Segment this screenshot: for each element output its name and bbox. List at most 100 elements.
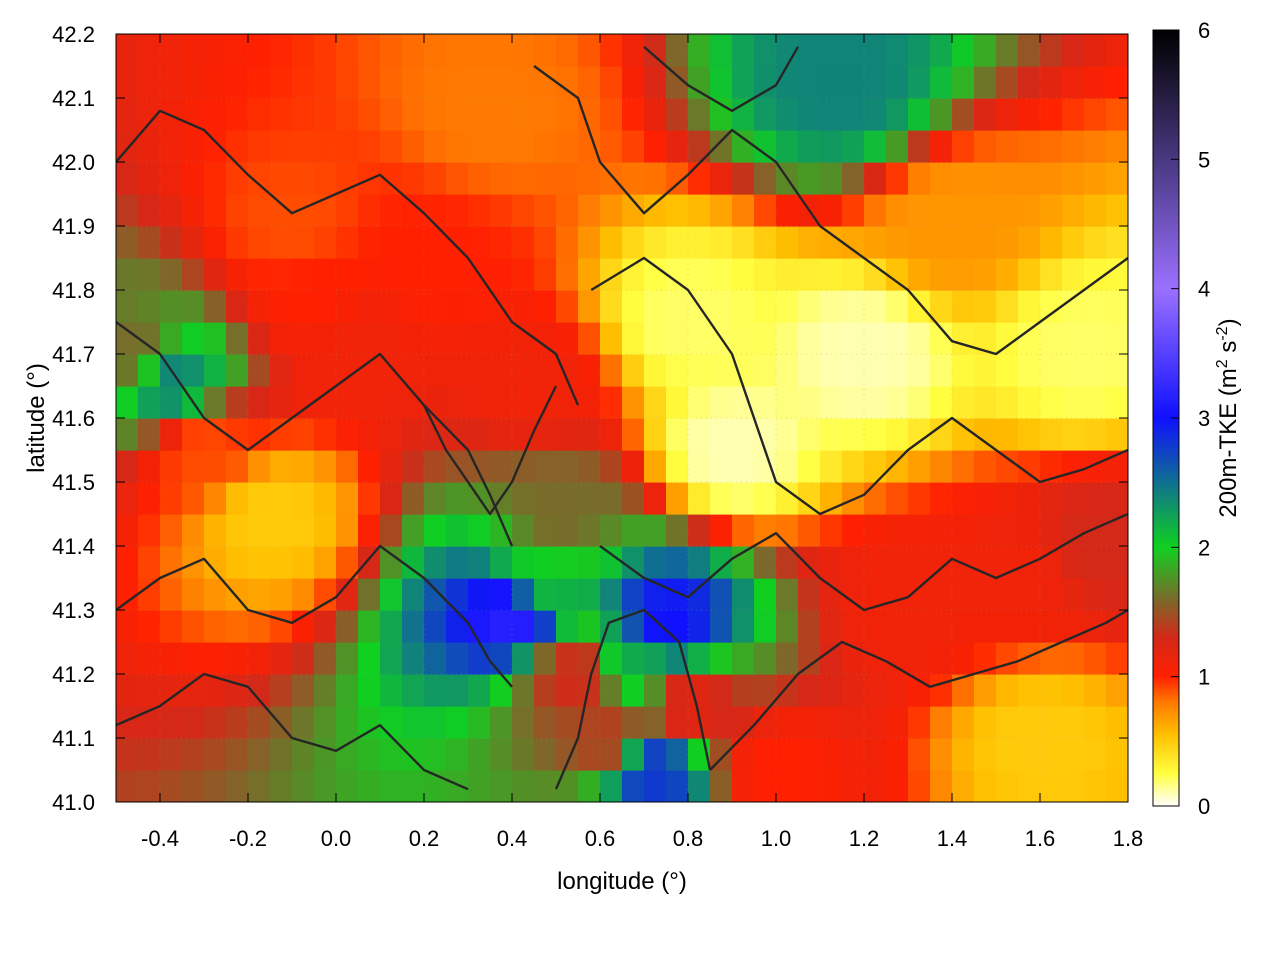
heatmap-cell [1018,258,1041,291]
heatmap-cell [314,546,337,579]
heatmap-cell [622,674,645,707]
colorbar-title: 200m-TKE (m2 s-2) [1214,318,1242,517]
heatmap-cell [666,98,689,131]
heatmap-cell [138,546,161,579]
heatmap-cell [204,226,227,259]
heatmap-cell [534,610,557,643]
heatmap-cell [512,194,535,227]
heatmap-cell [622,738,645,771]
heatmap-cell [644,66,667,99]
heatmap-cell [358,194,381,227]
heatmap-cell [424,642,447,675]
heatmap-cell [974,162,997,195]
heatmap-cell [336,418,359,451]
heatmap-cell [204,322,227,355]
heatmap-cell [710,354,733,387]
heatmap-cell [248,354,271,387]
heatmap-cell [666,450,689,483]
heatmap-cell [600,226,623,259]
heatmap-cell [556,130,579,163]
heatmap-cell [864,674,887,707]
heatmap-cell [798,738,821,771]
heatmap-cell [578,770,601,802]
heatmap-cell [468,418,491,451]
heatmap-cell [424,482,447,515]
heatmap-cell [666,674,689,707]
heatmap-cell [402,290,425,323]
heatmap-cell [688,418,711,451]
heatmap-cell [248,482,271,515]
heatmap-cell [468,546,491,579]
heatmap-cell [138,34,161,67]
heatmap-cell [644,482,667,515]
heatmap-cell [600,386,623,419]
heatmap-cell [424,578,447,611]
heatmap-cell [424,66,447,99]
heatmap-cell [732,706,755,739]
heatmap-cell [644,322,667,355]
heatmap-cell [160,578,183,611]
heatmap-cell [270,322,293,355]
heatmap-cell [886,226,909,259]
heatmap-cell [424,162,447,195]
heatmap-cell [292,194,315,227]
heatmap-cell [182,738,205,771]
heatmap-cell [578,514,601,547]
heatmap-cell [512,290,535,323]
heatmap-cell [754,66,777,99]
heatmap-cell [534,98,557,131]
heatmap-cell [292,354,315,387]
heatmap-cell [160,130,183,163]
heatmap-cell [424,98,447,131]
heatmap-cell [1018,418,1041,451]
heatmap-cell [974,770,997,802]
heatmap-cell [908,674,931,707]
heatmap-cell [842,194,865,227]
heatmap-cell [1018,194,1041,227]
heatmap-cell [798,450,821,483]
heatmap-cell [336,34,359,67]
heatmap-cell [226,418,249,451]
x-tick-label: 1.4 [937,826,968,851]
heatmap-cell [248,642,271,675]
heatmap-cell [314,514,337,547]
heatmap-cell [248,98,271,131]
heatmap-cell [842,290,865,323]
heatmap-cell [1106,98,1128,131]
heatmap-cell [468,738,491,771]
heatmap-cell [644,418,667,451]
heatmap-cell [776,290,799,323]
heatmap-cell [512,674,535,707]
heatmap-cell [1018,226,1041,259]
heatmap-cell [1062,450,1085,483]
heatmap-cell [556,34,579,67]
heatmap-cell [1040,290,1063,323]
heatmap-cell [402,482,425,515]
heatmap-cell [358,514,381,547]
heatmap-cell [710,770,733,802]
heatmap-cell [468,130,491,163]
heatmap-cell [490,194,513,227]
heatmap-cell [754,450,777,483]
heatmap-cell [600,98,623,131]
heatmap-cell [732,674,755,707]
heatmap-cell [886,578,909,611]
heatmap-cell [314,66,337,99]
heatmap-cell [688,354,711,387]
heatmap-cell [600,482,623,515]
heatmap-cell [204,578,227,611]
heatmap-cell [930,610,953,643]
heatmap-cell [732,130,755,163]
heatmap-cell [490,770,513,802]
heatmap-cell [380,418,403,451]
heatmap-cell [842,98,865,131]
colorbar-tick-label: 6 [1198,18,1210,43]
heatmap-cell [666,258,689,291]
heatmap-cell [336,194,359,227]
heatmap-cell [402,354,425,387]
heatmap-cell [314,322,337,355]
heatmap-cell [116,546,139,579]
heatmap-cell [1018,450,1041,483]
heatmap-cell [380,610,403,643]
heatmap-cell [424,322,447,355]
